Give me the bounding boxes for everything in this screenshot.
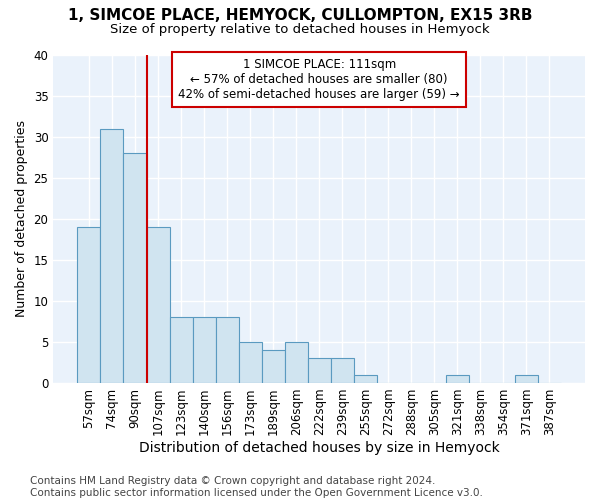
Bar	[100, 129, 124, 383]
Text: Size of property relative to detached houses in Hemyock: Size of property relative to detached ho…	[110, 22, 490, 36]
Bar	[77, 227, 100, 383]
Bar	[262, 350, 284, 383]
Text: Contains HM Land Registry data © Crown copyright and database right 2024.
Contai: Contains HM Land Registry data © Crown c…	[30, 476, 483, 498]
Bar	[353, 375, 377, 383]
Bar	[193, 318, 215, 383]
Y-axis label: Number of detached properties: Number of detached properties	[15, 120, 28, 318]
Bar	[146, 227, 170, 383]
Bar	[446, 375, 469, 383]
Bar	[170, 318, 193, 383]
Bar	[239, 342, 262, 383]
Bar	[308, 358, 331, 383]
Bar	[124, 154, 146, 383]
Bar	[215, 318, 239, 383]
Bar	[331, 358, 353, 383]
Text: 1 SIMCOE PLACE: 111sqm
← 57% of detached houses are smaller (80)
42% of semi-det: 1 SIMCOE PLACE: 111sqm ← 57% of detached…	[178, 58, 460, 102]
X-axis label: Distribution of detached houses by size in Hemyock: Distribution of detached houses by size …	[139, 441, 500, 455]
Text: 1, SIMCOE PLACE, HEMYOCK, CULLOMPTON, EX15 3RB: 1, SIMCOE PLACE, HEMYOCK, CULLOMPTON, EX…	[68, 8, 532, 22]
Bar	[284, 342, 308, 383]
Bar	[515, 375, 538, 383]
